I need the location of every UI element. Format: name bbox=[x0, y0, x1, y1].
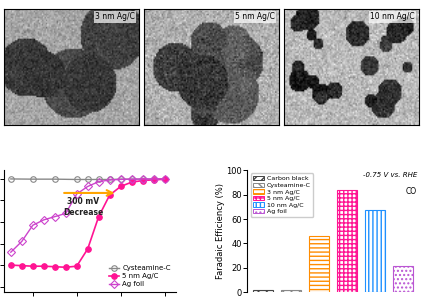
Cysteamine-C bbox=[8, 177, 14, 181]
Legend: Carbon black, Cysteamine-C, 3 nm Ag/C, 5 nm Ag/C, 10 nm Ag/C, Ag foil: Carbon black, Cysteamine-C, 3 nm Ag/C, 5… bbox=[250, 173, 313, 217]
5 nm Ag/C bbox=[118, 185, 123, 188]
Cysteamine-C bbox=[151, 177, 156, 181]
Cysteamine-C bbox=[85, 178, 90, 181]
Cysteamine-C bbox=[162, 177, 167, 181]
Bar bbox=[281, 290, 301, 292]
5 nm Ag/C bbox=[63, 266, 68, 269]
Y-axis label: Faradaic Efficiency (%): Faradaic Efficiency (%) bbox=[216, 183, 225, 279]
Cysteamine-C bbox=[52, 177, 57, 181]
Ag foil bbox=[107, 178, 112, 182]
Cysteamine-C bbox=[74, 178, 79, 181]
Line: Ag foil: Ag foil bbox=[8, 176, 168, 255]
Text: 3 nm Ag/C: 3 nm Ag/C bbox=[95, 13, 135, 21]
Ag foil bbox=[8, 250, 14, 254]
Ag foil bbox=[162, 177, 167, 181]
5 nm Ag/C bbox=[96, 215, 101, 218]
Text: CO: CO bbox=[406, 187, 417, 196]
Ag foil bbox=[41, 218, 46, 222]
Ag foil bbox=[52, 215, 57, 218]
5 nm Ag/C bbox=[8, 263, 14, 267]
Legend: Cysteamine-C, 5 nm Ag/C, Ag foil: Cysteamine-C, 5 nm Ag/C, Ag foil bbox=[107, 264, 172, 288]
Ag foil bbox=[85, 185, 90, 188]
Ag foil bbox=[129, 177, 134, 181]
Ag foil bbox=[140, 177, 145, 181]
Text: 300 mV
Decrease: 300 mV Decrease bbox=[63, 197, 103, 217]
5 nm Ag/C bbox=[151, 178, 156, 181]
Ag foil bbox=[118, 178, 123, 181]
5 nm Ag/C bbox=[107, 193, 112, 197]
Ag foil bbox=[96, 180, 101, 184]
5 nm Ag/C bbox=[129, 180, 134, 184]
Bar bbox=[337, 190, 357, 292]
Text: -0.75 V vs. RHE: -0.75 V vs. RHE bbox=[363, 172, 417, 178]
Cysteamine-C bbox=[96, 178, 101, 181]
5 nm Ag/C bbox=[140, 179, 145, 182]
5 nm Ag/C bbox=[41, 264, 46, 268]
5 nm Ag/C bbox=[85, 247, 90, 251]
Cysteamine-C bbox=[140, 177, 145, 181]
Cysteamine-C bbox=[118, 177, 123, 181]
Line: 5 nm Ag/C: 5 nm Ag/C bbox=[8, 176, 168, 270]
Line: Cysteamine-C: Cysteamine-C bbox=[8, 176, 168, 182]
Cysteamine-C bbox=[107, 178, 112, 181]
5 nm Ag/C bbox=[74, 264, 79, 268]
Cysteamine-C bbox=[129, 177, 134, 181]
5 nm Ag/C bbox=[19, 264, 25, 267]
Text: 10 nm Ag/C: 10 nm Ag/C bbox=[370, 13, 415, 21]
5 nm Ag/C bbox=[162, 178, 167, 181]
Cysteamine-C bbox=[30, 177, 35, 181]
Ag foil bbox=[63, 212, 68, 215]
Text: 5 nm Ag/C: 5 nm Ag/C bbox=[235, 13, 275, 21]
Bar bbox=[253, 290, 273, 292]
Bar bbox=[309, 236, 329, 292]
5 nm Ag/C bbox=[30, 264, 35, 268]
Ag foil bbox=[151, 177, 156, 181]
Bar bbox=[365, 210, 385, 292]
Bar bbox=[393, 266, 413, 292]
Ag foil bbox=[19, 240, 25, 243]
Ag foil bbox=[30, 224, 35, 227]
Ag foil bbox=[74, 192, 79, 196]
5 nm Ag/C bbox=[52, 265, 57, 268]
